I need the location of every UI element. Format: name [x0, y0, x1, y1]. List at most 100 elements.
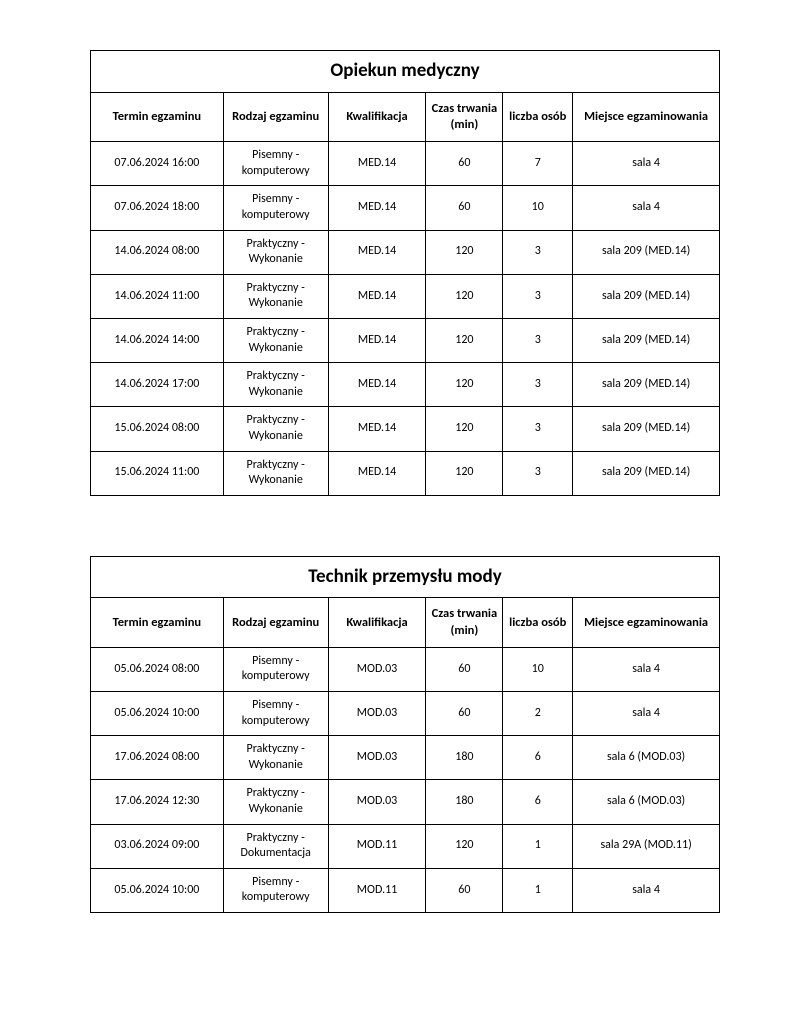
table-cell: MOD.03 — [328, 780, 426, 824]
table-cell: 3 — [503, 230, 573, 274]
table-cell: sala 4 — [573, 868, 720, 912]
table-cell: 3 — [503, 318, 573, 362]
table-cell: 120 — [426, 824, 503, 868]
table-cell: 120 — [426, 451, 503, 495]
table-title: Technik przemysłu mody — [91, 556, 720, 598]
column-header: Kwalifikacja — [328, 598, 426, 648]
column-header: Rodzaj egzaminu — [223, 92, 328, 142]
table-cell: 60 — [426, 142, 503, 186]
table-row: 07.06.2024 18:00Pisemny - komputerowyMED… — [91, 186, 720, 230]
table-cell: 60 — [426, 186, 503, 230]
table-row: 15.06.2024 08:00Praktyczny - WykonanieME… — [91, 407, 720, 451]
table-cell: 05.06.2024 10:00 — [91, 868, 224, 912]
table-row: 14.06.2024 11:00Praktyczny - WykonanieME… — [91, 274, 720, 318]
table-cell: 180 — [426, 736, 503, 780]
column-header: liczba osób — [503, 598, 573, 648]
table-cell: MOD.03 — [328, 647, 426, 691]
column-header: Miejsce egzaminowania — [573, 598, 720, 648]
column-header: liczba osób — [503, 92, 573, 142]
table-cell: Praktyczny - Wykonanie — [223, 274, 328, 318]
table-cell: MED.14 — [328, 186, 426, 230]
column-header: Rodzaj egzaminu — [223, 598, 328, 648]
table-cell: 1 — [503, 868, 573, 912]
table-cell: Pisemny - komputerowy — [223, 186, 328, 230]
column-header: Czas trwania (min) — [426, 92, 503, 142]
tables-container: Opiekun medycznyTermin egzaminuRodzaj eg… — [90, 50, 720, 913]
table-cell: MOD.03 — [328, 692, 426, 736]
table-cell: 3 — [503, 274, 573, 318]
table-cell: 07.06.2024 18:00 — [91, 186, 224, 230]
table-cell: 60 — [426, 692, 503, 736]
table-cell: sala 209 (MED.14) — [573, 451, 720, 495]
table-row: 14.06.2024 17:00Praktyczny - WykonanieME… — [91, 363, 720, 407]
table-cell: 120 — [426, 274, 503, 318]
exam-table: Technik przemysłu modyTermin egzaminuRod… — [90, 556, 720, 913]
table-cell: 3 — [503, 363, 573, 407]
table-cell: Pisemny - komputerowy — [223, 142, 328, 186]
column-header: Kwalifikacja — [328, 92, 426, 142]
table-cell: sala 209 (MED.14) — [573, 363, 720, 407]
table-cell: 17.06.2024 08:00 — [91, 736, 224, 780]
table-row: 05.06.2024 10:00Pisemny - komputerowyMOD… — [91, 868, 720, 912]
table-cell: 6 — [503, 780, 573, 824]
table-row: 03.06.2024 09:00Praktyczny - Dokumentacj… — [91, 824, 720, 868]
table-cell: 05.06.2024 08:00 — [91, 647, 224, 691]
table-row: 07.06.2024 16:00Pisemny - komputerowyMED… — [91, 142, 720, 186]
table-cell: Praktyczny - Wykonanie — [223, 318, 328, 362]
table-cell: MED.14 — [328, 230, 426, 274]
table-cell: 3 — [503, 451, 573, 495]
table-row: 17.06.2024 08:00Praktyczny - WykonanieMO… — [91, 736, 720, 780]
table-cell: MED.14 — [328, 451, 426, 495]
table-cell: Praktyczny - Wykonanie — [223, 736, 328, 780]
table-cell: 17.06.2024 12:30 — [91, 780, 224, 824]
table-cell: 3 — [503, 407, 573, 451]
table-cell: sala 4 — [573, 647, 720, 691]
table-cell: 14.06.2024 14:00 — [91, 318, 224, 362]
column-header: Miejsce egzaminowania — [573, 92, 720, 142]
table-cell: MED.14 — [328, 274, 426, 318]
table-cell: MED.14 — [328, 318, 426, 362]
table-cell: MOD.11 — [328, 868, 426, 912]
table-cell: 15.06.2024 11:00 — [91, 451, 224, 495]
table-title: Opiekun medyczny — [91, 51, 720, 93]
table-cell: 15.06.2024 08:00 — [91, 407, 224, 451]
table-cell: Pisemny - komputerowy — [223, 692, 328, 736]
table-cell: sala 6 (MOD.03) — [573, 736, 720, 780]
table-cell: MED.14 — [328, 363, 426, 407]
table-cell: 10 — [503, 647, 573, 691]
table-cell: 1 — [503, 824, 573, 868]
table-cell: Praktyczny - Wykonanie — [223, 407, 328, 451]
table-cell: 2 — [503, 692, 573, 736]
table-cell: 6 — [503, 736, 573, 780]
table-cell: sala 209 (MED.14) — [573, 407, 720, 451]
table-row: 14.06.2024 14:00Praktyczny - WykonanieME… — [91, 318, 720, 362]
table-cell: 180 — [426, 780, 503, 824]
column-header: Termin egzaminu — [91, 598, 224, 648]
table-cell: 03.06.2024 09:00 — [91, 824, 224, 868]
table-cell: sala 4 — [573, 186, 720, 230]
table-cell: Praktyczny - Dokumentacja — [223, 824, 328, 868]
table-cell: sala 4 — [573, 692, 720, 736]
table-cell: 120 — [426, 230, 503, 274]
table-cell: 120 — [426, 363, 503, 407]
table-cell: Praktyczny - Wykonanie — [223, 363, 328, 407]
table-cell: 14.06.2024 11:00 — [91, 274, 224, 318]
table-row: 14.06.2024 08:00Praktyczny - WykonanieME… — [91, 230, 720, 274]
table-cell: Praktyczny - Wykonanie — [223, 780, 328, 824]
table-cell: MED.14 — [328, 407, 426, 451]
table-cell: 120 — [426, 318, 503, 362]
table-row: 05.06.2024 10:00Pisemny - komputerowyMOD… — [91, 692, 720, 736]
table-cell: MOD.03 — [328, 736, 426, 780]
table-cell: 7 — [503, 142, 573, 186]
table-cell: 10 — [503, 186, 573, 230]
table-cell: sala 209 (MED.14) — [573, 274, 720, 318]
table-cell: sala 6 (MOD.03) — [573, 780, 720, 824]
table-cell: sala 29A (MOD.11) — [573, 824, 720, 868]
table-cell: 120 — [426, 407, 503, 451]
table-cell: 60 — [426, 647, 503, 691]
table-row: 17.06.2024 12:30Praktyczny - WykonanieMO… — [91, 780, 720, 824]
table-cell: 05.06.2024 10:00 — [91, 692, 224, 736]
table-row: 15.06.2024 11:00Praktyczny - WykonanieME… — [91, 451, 720, 495]
table-cell: sala 209 (MED.14) — [573, 230, 720, 274]
table-cell: sala 209 (MED.14) — [573, 318, 720, 362]
